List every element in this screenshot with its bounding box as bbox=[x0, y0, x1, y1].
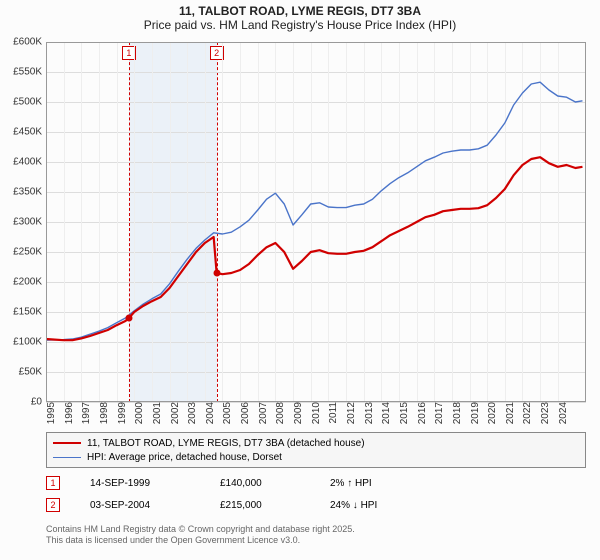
y-axis-tick-label: £300K bbox=[13, 217, 46, 228]
event-row: 2 03-SEP-2004£215,00024% ↓ HPI bbox=[46, 494, 586, 516]
x-axis-tick-label: 2001 bbox=[148, 402, 163, 424]
footer-attribution: Contains HM Land Registry data © Crown c… bbox=[46, 524, 586, 546]
sale-events-block: 1 14-SEP-1999£140,0002% ↑ HPI 2 03-SEP-2004… bbox=[46, 472, 586, 516]
x-axis-tick-label: 2021 bbox=[501, 402, 516, 424]
x-axis-tick-label: 2004 bbox=[201, 402, 216, 424]
sale-marker-dot bbox=[213, 270, 220, 277]
event-price: £140,000 bbox=[220, 478, 330, 489]
y-axis-tick-label: £50K bbox=[19, 367, 46, 378]
x-axis-tick-label: 1998 bbox=[95, 402, 110, 424]
event-date: 03-SEP-2004 bbox=[90, 500, 220, 511]
x-axis-tick-label: 2012 bbox=[342, 402, 357, 424]
x-axis-tick-label: 2015 bbox=[395, 402, 410, 424]
sale-marker-dot bbox=[125, 315, 132, 322]
x-axis-tick-label: 2023 bbox=[536, 402, 551, 424]
x-axis-tick-label: 2009 bbox=[289, 402, 304, 424]
y-axis-tick-label: £550K bbox=[13, 67, 46, 78]
title-block: 11, TALBOT ROAD, LYME REGIS, DT7 3BA Pri… bbox=[0, 0, 600, 32]
legend-item: HPI: Average price, detached house, Dors… bbox=[53, 450, 579, 464]
x-axis-tick-label: 2018 bbox=[448, 402, 463, 424]
legend-label: 11, TALBOT ROAD, LYME REGIS, DT7 3BA (de… bbox=[87, 438, 365, 449]
x-axis-tick-label: 2020 bbox=[483, 402, 498, 424]
footer-line1: Contains HM Land Registry data © Crown c… bbox=[46, 524, 586, 535]
event-date: 14-SEP-1999 bbox=[90, 478, 220, 489]
x-axis-tick-label: 2019 bbox=[466, 402, 481, 424]
x-axis-tick-label: 2005 bbox=[218, 402, 233, 424]
y-axis-tick-label: £200K bbox=[13, 277, 46, 288]
x-axis-tick-label: 1999 bbox=[113, 402, 128, 424]
legend-label: HPI: Average price, detached house, Dors… bbox=[87, 452, 282, 463]
series-hpi bbox=[46, 82, 582, 340]
x-axis-tick-label: 2017 bbox=[430, 402, 445, 424]
x-axis-tick-label: 2010 bbox=[307, 402, 322, 424]
x-axis-tick-label: 2003 bbox=[183, 402, 198, 424]
x-axis-tick-label: 2013 bbox=[360, 402, 375, 424]
y-axis-tick-label: £400K bbox=[13, 157, 46, 168]
x-axis-tick-label: 1996 bbox=[60, 402, 75, 424]
y-axis-tick-label: £450K bbox=[13, 127, 46, 138]
y-axis-tick-label: £250K bbox=[13, 247, 46, 258]
y-axis-tick-label: £500K bbox=[13, 97, 46, 108]
x-axis-tick-label: 2011 bbox=[324, 402, 339, 424]
x-axis-tick-label: 2006 bbox=[236, 402, 251, 424]
x-axis-tick-label: 2022 bbox=[518, 402, 533, 424]
event-badge: 2 bbox=[46, 498, 60, 512]
y-axis-tick-label: £100K bbox=[13, 337, 46, 348]
y-axis-tick-label: £600K bbox=[13, 37, 46, 48]
x-axis-tick-label: 2008 bbox=[271, 402, 286, 424]
footer-line2: This data is licensed under the Open Gov… bbox=[46, 535, 586, 546]
chart-plot-area: 12£0£50K£100K£150K£200K£250K£300K£350K£4… bbox=[46, 42, 586, 402]
x-axis-tick-label: 2007 bbox=[254, 402, 269, 424]
x-axis-tick-label: 1997 bbox=[77, 402, 92, 424]
series-price_paid bbox=[46, 157, 582, 340]
event-row: 1 14-SEP-1999£140,0002% ↑ HPI bbox=[46, 472, 586, 494]
x-axis-tick-label: 2024 bbox=[554, 402, 569, 424]
legend-swatch bbox=[53, 442, 81, 444]
y-axis-tick-label: £150K bbox=[13, 307, 46, 318]
legend-swatch bbox=[53, 457, 81, 458]
legend-box: 11, TALBOT ROAD, LYME REGIS, DT7 3BA (de… bbox=[46, 432, 586, 468]
x-axis-tick-label: 2016 bbox=[413, 402, 428, 424]
x-axis-tick-label: 1995 bbox=[42, 402, 57, 424]
event-delta: 2% ↑ HPI bbox=[330, 478, 450, 489]
title-subtitle: Price paid vs. HM Land Registry's House … bbox=[0, 18, 600, 32]
event-price: £215,000 bbox=[220, 500, 330, 511]
title-address: 11, TALBOT ROAD, LYME REGIS, DT7 3BA bbox=[0, 4, 600, 18]
event-delta: 24% ↓ HPI bbox=[330, 500, 450, 511]
y-axis-tick-label: £350K bbox=[13, 187, 46, 198]
x-axis-tick-label: 2002 bbox=[166, 402, 181, 424]
x-axis-tick-label: 2000 bbox=[130, 402, 145, 424]
chart-container: 11, TALBOT ROAD, LYME REGIS, DT7 3BA Pri… bbox=[0, 0, 600, 560]
legend-item: 11, TALBOT ROAD, LYME REGIS, DT7 3BA (de… bbox=[53, 436, 579, 450]
line-plot-svg bbox=[46, 42, 586, 402]
x-axis-tick-label: 2014 bbox=[377, 402, 392, 424]
event-badge: 1 bbox=[46, 476, 60, 490]
